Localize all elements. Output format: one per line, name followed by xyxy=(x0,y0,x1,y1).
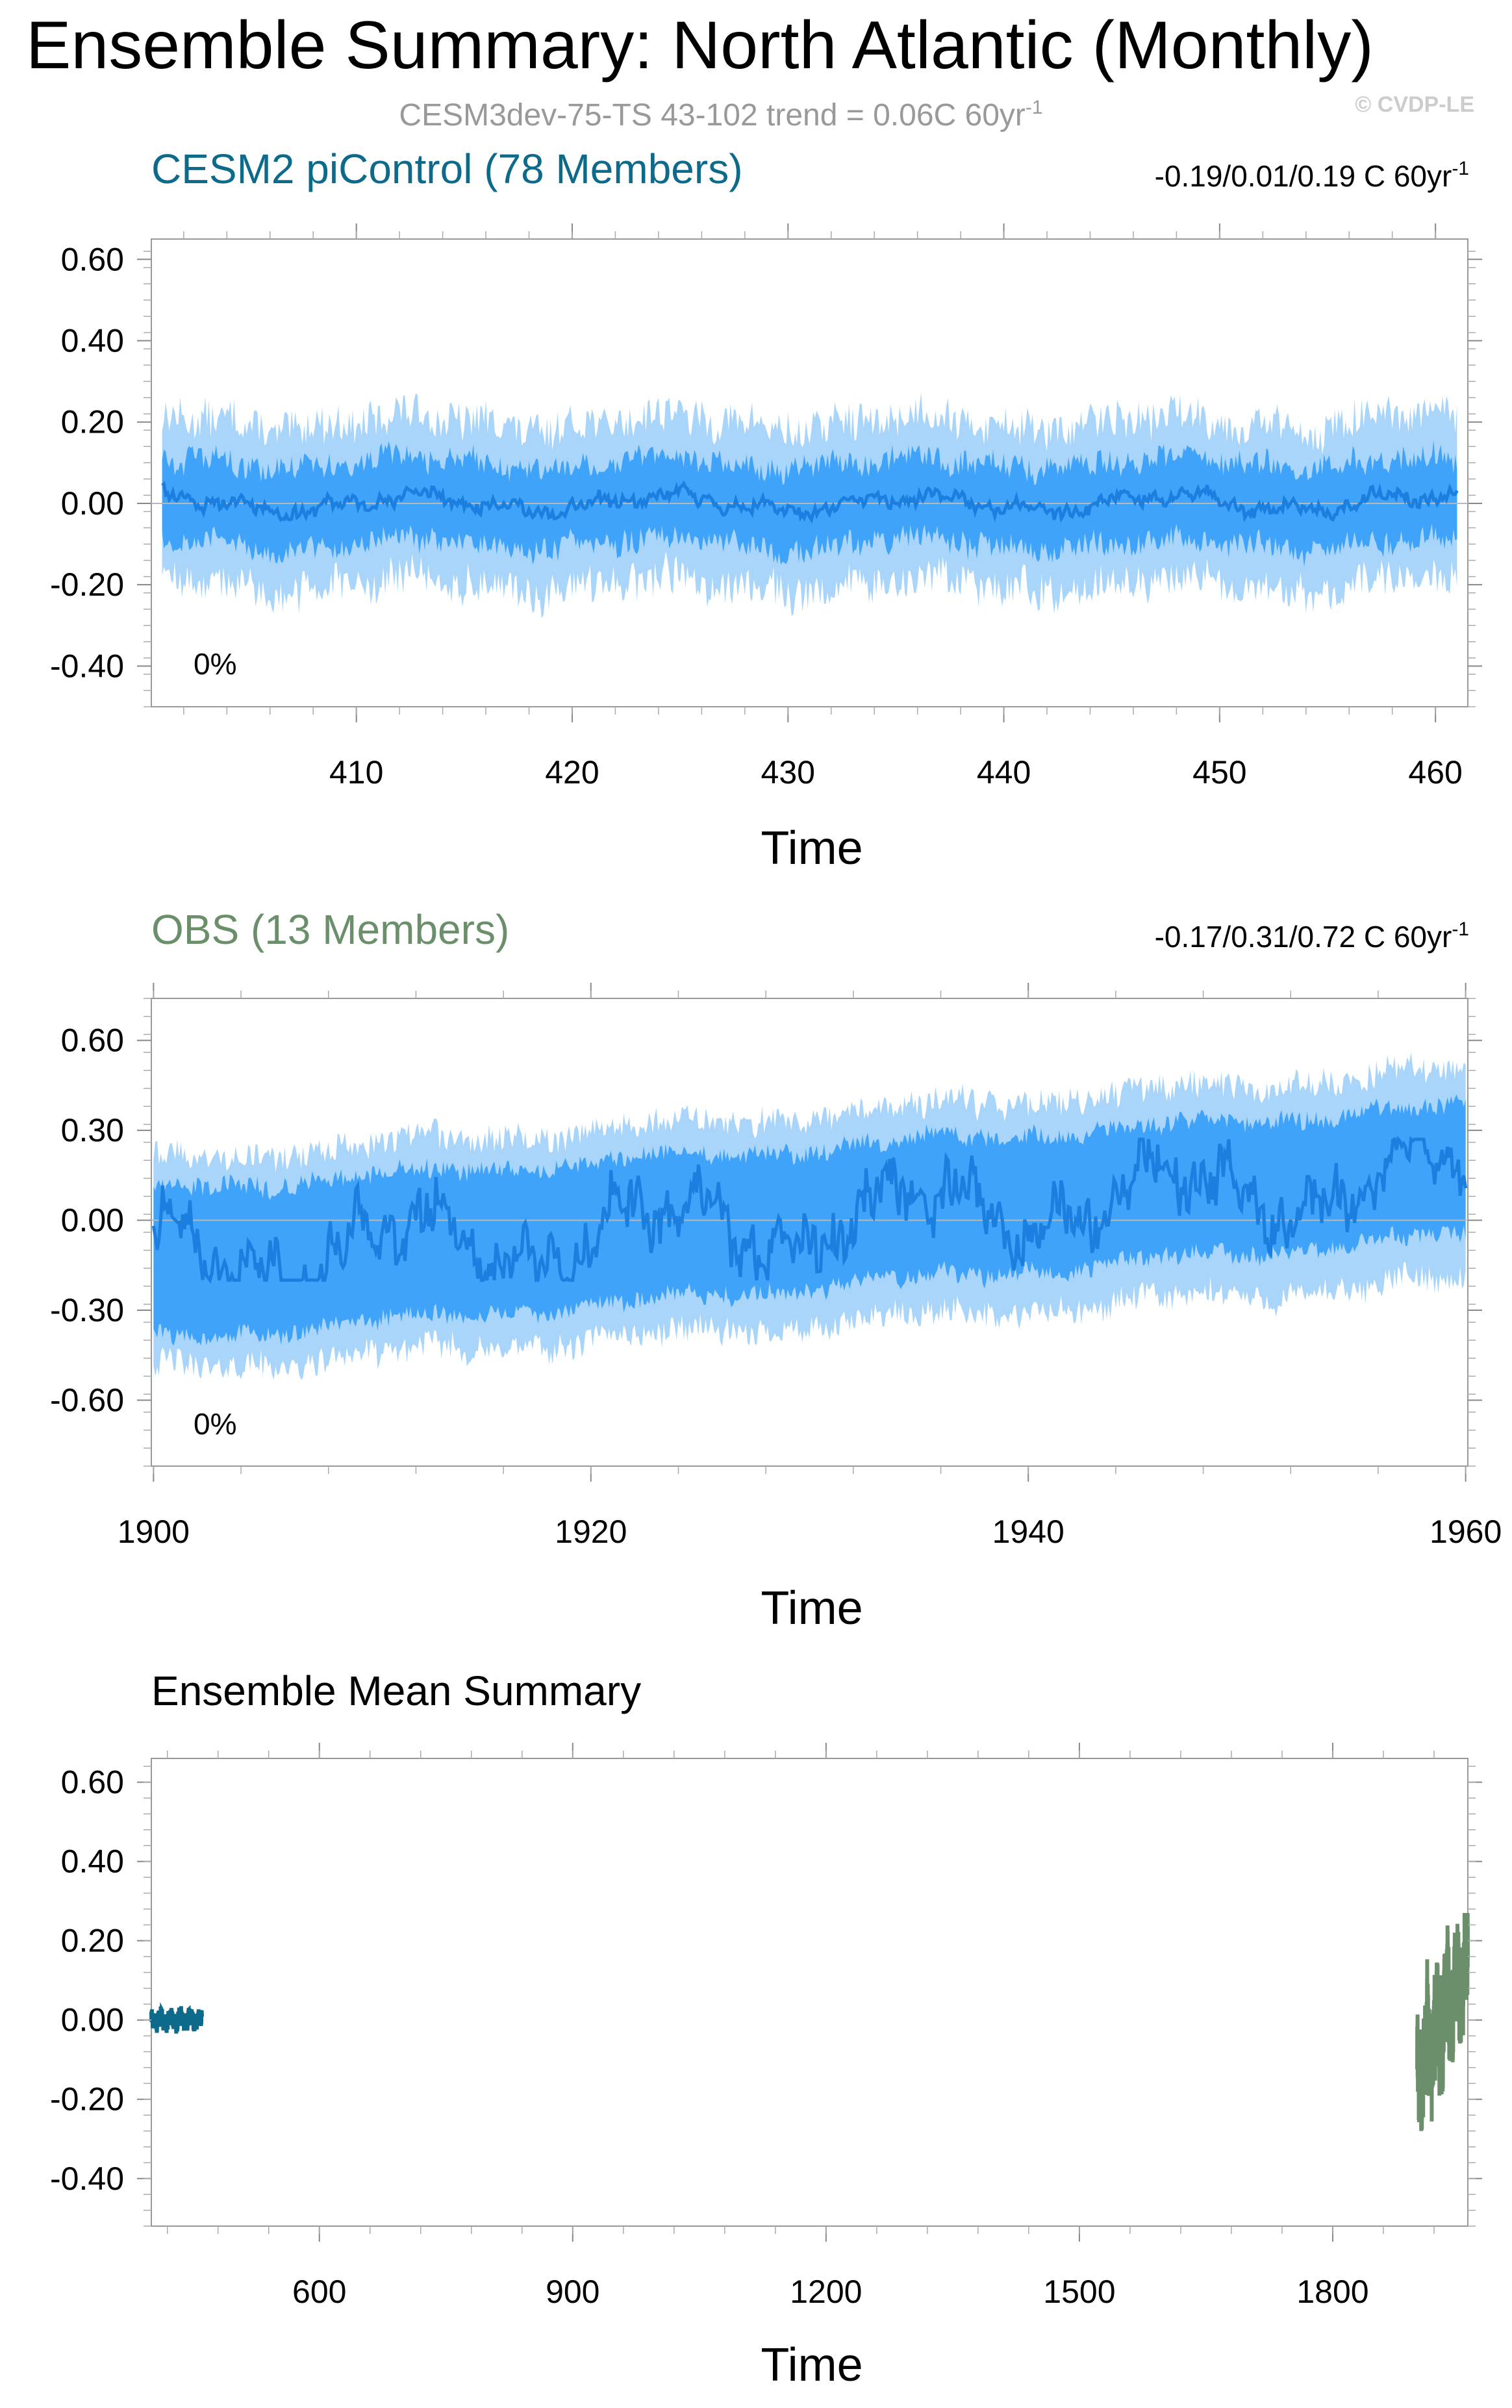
y-tick-label: 0.00 xyxy=(61,485,124,522)
panel3-title: Ensemble Mean Summary xyxy=(151,1667,641,1714)
y-tick-label: -0.40 xyxy=(50,648,124,684)
y-tick-label: 0.60 xyxy=(61,241,124,277)
figure-subtitle: CESM3dev-75-TS 43-102 trend = 0.06C 60yr… xyxy=(399,97,1042,133)
x-tick-label: 1200 xyxy=(790,2274,862,2310)
x-tick-label: 460 xyxy=(1408,754,1462,791)
panel2-title: OBS (13 Members) xyxy=(151,906,509,953)
panel2-bands xyxy=(153,1052,1466,1380)
panel3-axes: -0.40 -0.20 0.00 0.20 0.40 0.60 600 900 1200 1500… xyxy=(50,1743,1482,2310)
x-tick-label: 900 xyxy=(546,2274,599,2310)
panel2-annotation: 0% xyxy=(194,1407,236,1441)
x-tick-label: 1800 xyxy=(1296,2274,1368,2310)
x-tick-label: 1900 xyxy=(118,1514,190,1550)
x-tick-label: 1500 xyxy=(1043,2274,1115,2310)
watermark: © CVDP-LE xyxy=(1355,92,1474,117)
subtitle-main: CESM3dev-75-TS 43-102 trend = 0.06C 60yr xyxy=(399,98,1026,133)
y-tick-label: 0.40 xyxy=(61,323,124,359)
panel3-series-cesm2 xyxy=(149,2002,204,2034)
panel1-mean-line xyxy=(161,480,1459,524)
panel2-mean-line xyxy=(151,1135,1468,1284)
y-tick-label: 0.20 xyxy=(61,1923,124,1959)
y-tick-label: 0.60 xyxy=(61,1764,124,1801)
x-tick-label: 410 xyxy=(329,754,383,791)
panel2-axes: -0.60 -0.30 0.00 0.30 0.60 1900 1920 1940 1960 xyxy=(50,983,1502,1550)
x-tick-label: 420 xyxy=(545,754,599,791)
panel1-stats-exponent: -1 xyxy=(1452,158,1469,179)
x-tick-label: 440 xyxy=(977,754,1031,791)
y-tick-label: -0.20 xyxy=(50,566,124,603)
y-tick-label: 0.40 xyxy=(61,1844,124,1880)
panel3-xlabel: Time xyxy=(761,2339,863,2391)
y-tick-label: 0.20 xyxy=(61,404,124,440)
panel1-xlabel: Time xyxy=(761,822,863,874)
y-tick-label: 0.30 xyxy=(61,1112,124,1148)
panel2-xlabel: Time xyxy=(761,1582,863,1634)
panel2-stats-main: -0.17/0.31/0.72 C 60yr xyxy=(1155,920,1452,954)
subtitle-exponent: -1 xyxy=(1026,97,1043,118)
y-tick-label: -0.20 xyxy=(50,2081,124,2118)
panel1-annotation: 0% xyxy=(194,647,236,681)
panel2-stats: -0.17/0.31/0.72 C 60yr-1 xyxy=(1155,919,1469,954)
panel3-series-obs xyxy=(1415,1912,1470,2131)
x-tick-label: 600 xyxy=(292,2274,346,2310)
x-tick-label: 450 xyxy=(1192,754,1246,791)
panel1-stats: -0.19/0.01/0.19 C 60yr-1 xyxy=(1155,158,1469,193)
y-tick-label: 0.60 xyxy=(61,1022,124,1059)
y-tick-label: -0.40 xyxy=(50,2161,124,2197)
panel1-title: CESM2 piControl (78 Members) xyxy=(151,146,743,192)
panel1-stats-main: -0.19/0.01/0.19 C 60yr xyxy=(1155,159,1452,193)
y-tick-label: 0.00 xyxy=(61,1202,124,1239)
y-tick-label: -0.60 xyxy=(50,1382,124,1418)
panel1-axes: -0.40 -0.20 0.00 0.20 0.40 0.60 410 420 430 440 45… xyxy=(50,223,1482,791)
panel1-plot-frame xyxy=(151,238,1468,707)
x-tick-label: 430 xyxy=(761,754,815,791)
panel2-stats-exponent: -1 xyxy=(1452,919,1469,940)
panel3-plot-frame xyxy=(151,1758,1468,2227)
x-tick-label: 1960 xyxy=(1430,1514,1502,1550)
y-tick-label: 0.00 xyxy=(61,2002,124,2038)
x-tick-label: 1940 xyxy=(992,1514,1065,1550)
y-tick-label: -0.30 xyxy=(50,1292,124,1328)
figure-title: Ensemble Summary: North Atlantic (Monthl… xyxy=(26,8,1374,83)
x-tick-label: 1920 xyxy=(555,1514,627,1550)
